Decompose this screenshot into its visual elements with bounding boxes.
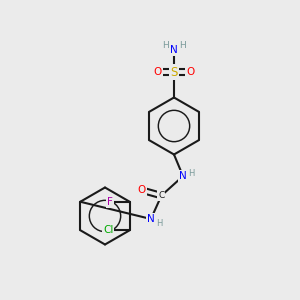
Text: H: H: [156, 219, 163, 228]
Text: O: O: [138, 185, 146, 195]
Text: N: N: [147, 214, 155, 224]
Text: O: O: [153, 67, 162, 77]
Text: F: F: [107, 197, 113, 207]
Text: H: H: [188, 169, 195, 178]
Text: Cl: Cl: [103, 225, 113, 235]
Text: H: H: [179, 40, 186, 50]
Text: O: O: [186, 67, 195, 77]
Text: N: N: [179, 171, 187, 181]
Text: N: N: [170, 45, 178, 56]
Text: S: S: [170, 65, 178, 79]
Text: H: H: [162, 40, 169, 50]
Text: C: C: [158, 191, 164, 200]
